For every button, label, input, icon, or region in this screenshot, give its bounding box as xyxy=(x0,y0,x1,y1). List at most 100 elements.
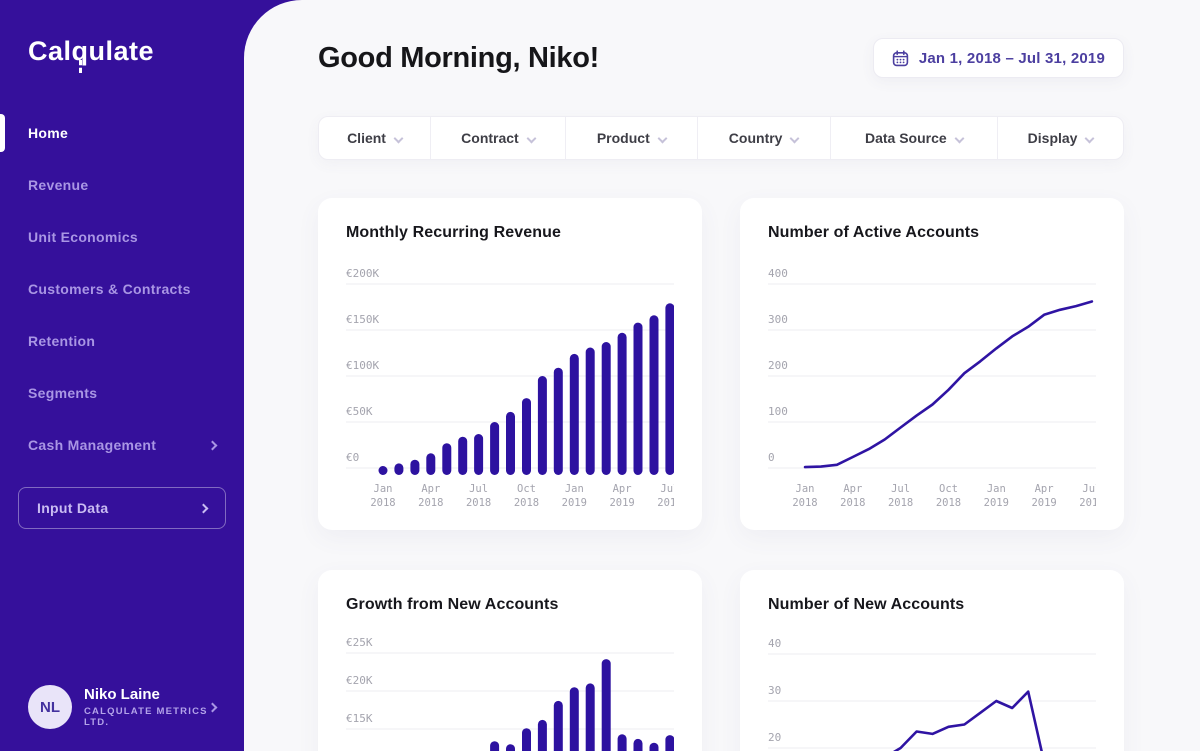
svg-text:2019: 2019 xyxy=(1031,497,1056,509)
avatar: NL xyxy=(28,685,72,729)
svg-text:Jul: Jul xyxy=(660,483,674,495)
svg-text:2018: 2018 xyxy=(792,497,817,509)
svg-text:2018: 2018 xyxy=(370,497,395,509)
logo: Calqulate xyxy=(0,0,244,67)
date-range-button[interactable]: Jan 1, 2018 – Jul 31, 2019 xyxy=(872,38,1124,78)
svg-text:Apr: Apr xyxy=(1035,483,1054,495)
filter-country[interactable]: Country xyxy=(696,117,830,159)
svg-text:€150K: €150K xyxy=(346,313,379,326)
growth-bar-chart: €25K€20K€15K€10K€5K€0Jan2018Apr2018Jul20… xyxy=(346,623,675,751)
svg-text:30: 30 xyxy=(768,684,781,697)
svg-text:Apr: Apr xyxy=(421,483,440,495)
svg-text:€20K: €20K xyxy=(346,674,373,687)
chevron-down-icon xyxy=(954,133,965,143)
filter-label: Product xyxy=(596,130,650,146)
svg-text:Jul: Jul xyxy=(469,483,488,495)
sidebar-item-segments[interactable]: Segments xyxy=(0,367,244,419)
filter-label: Data Source xyxy=(864,130,947,146)
filter-label: Display xyxy=(1027,130,1078,146)
filter-label: Country xyxy=(728,130,783,146)
svg-text:€0: €0 xyxy=(346,451,359,464)
svg-text:Apr: Apr xyxy=(613,483,632,495)
filter-display[interactable]: Display xyxy=(997,117,1123,159)
mrr-bar-chart: €200K €150K €100K €50K €0 Jan 2018 Apr 2018 Jul 20… xyxy=(346,251,683,518)
chart-title: Number of Active Accounts xyxy=(768,224,980,241)
chart-title: Monthly Recurring Revenue xyxy=(346,224,561,241)
svg-text:Jul: Jul xyxy=(891,483,910,495)
main-panel: Good Morning, Niko! Jan 1, 2018 – Jul 31… xyxy=(244,0,1200,751)
card-new-accounts: Number of New Accounts 403020100Jan2018A… xyxy=(740,570,1124,751)
filter-label: Client xyxy=(347,130,386,146)
chevron-down-icon xyxy=(657,133,668,143)
chart-title: Number of New Accounts xyxy=(768,596,965,613)
svg-text:Oct: Oct xyxy=(939,483,958,495)
filter-bar: Client Contract Product Country Data Sou… xyxy=(318,116,1124,160)
date-range-label: Jan 1, 2018 – Jul 31, 2019 xyxy=(918,49,1105,67)
svg-text:2018: 2018 xyxy=(466,497,491,509)
input-data-label: Input Data xyxy=(37,500,109,516)
svg-text:2018: 2018 xyxy=(888,497,913,509)
svg-text:200: 200 xyxy=(768,359,788,372)
filter-data-source[interactable]: Data Source xyxy=(829,117,998,159)
svg-text:€50K: €50K xyxy=(346,405,373,418)
input-data-button[interactable]: Input Data xyxy=(18,487,226,529)
svg-text:2019: 2019 xyxy=(1079,497,1096,509)
new-accounts-line-chart: 403020100Jan2018Apr2018Jul2018Oct2018Jan… xyxy=(768,623,1096,751)
profile-name: Niko Laine xyxy=(84,686,160,703)
svg-text:300: 300 xyxy=(768,313,788,326)
svg-text:2018: 2018 xyxy=(418,497,443,509)
filter-contract[interactable]: Contract xyxy=(430,117,565,159)
sidebar-item-retention[interactable]: Retention xyxy=(0,315,244,367)
header: Good Morning, Niko! Jan 1, 2018 – Jul 31… xyxy=(318,36,1124,80)
svg-text:2019: 2019 xyxy=(984,497,1009,509)
svg-text:2018: 2018 xyxy=(514,497,539,509)
sidebar-item-label: Segments xyxy=(28,385,98,401)
filter-product[interactable]: Product xyxy=(564,117,697,159)
svg-text:40: 40 xyxy=(768,637,781,650)
filter-client[interactable]: Client xyxy=(319,117,430,159)
chevron-down-icon xyxy=(790,133,800,143)
card-growth-new-accounts: Growth from New Accounts €25K€20K€15K€10… xyxy=(318,570,702,751)
sidebar-item-customers-contracts[interactable]: Customers & Contracts xyxy=(0,263,244,315)
chart-grid: Monthly Recurring Revenue €200K €150K €100… xyxy=(318,198,1124,751)
sidebar-item-label: Unit Economics xyxy=(28,229,138,245)
calendar-icon xyxy=(892,49,909,66)
svg-text:Jan: Jan xyxy=(565,483,584,495)
svg-text:2018: 2018 xyxy=(936,497,961,509)
sidebar-item-label: Customers & Contracts xyxy=(28,281,191,297)
svg-text:0: 0 xyxy=(768,451,775,464)
svg-text:Apr: Apr xyxy=(843,483,862,495)
svg-text:Oct: Oct xyxy=(517,483,536,495)
sidebar-item-label: Retention xyxy=(28,333,96,349)
sidebar-item-home[interactable]: Home xyxy=(0,107,244,159)
profile-button[interactable]: NL Niko Laine CALQULATE METRICS LTD. xyxy=(0,679,244,735)
svg-text:€200K: €200K xyxy=(346,267,379,280)
sidebar-item-unit-economics[interactable]: Unit Economics xyxy=(0,211,244,263)
sidebar-item-label: Revenue xyxy=(28,177,89,193)
sidebar: Calqulate Home Revenue Unit Economics Cu… xyxy=(0,0,244,751)
svg-text:Jan: Jan xyxy=(374,483,393,495)
svg-text:20: 20 xyxy=(768,731,781,744)
svg-text:100: 100 xyxy=(768,405,788,418)
sidebar-item-label: Home xyxy=(28,125,69,141)
card-monthly-recurring-revenue: Monthly Recurring Revenue €200K €150K €100… xyxy=(318,198,702,530)
chevron-right-icon xyxy=(207,702,218,712)
svg-text:2018: 2018 xyxy=(840,497,865,509)
chevron-down-icon xyxy=(1085,133,1095,143)
svg-text:2019: 2019 xyxy=(657,497,674,509)
svg-text:Jan: Jan xyxy=(796,483,815,495)
profile-company: CALQULATE METRICS LTD. xyxy=(84,706,208,728)
svg-text:2019: 2019 xyxy=(609,497,634,509)
chart-title: Growth from New Accounts xyxy=(346,596,559,613)
svg-text:€100K: €100K xyxy=(346,359,379,372)
sidebar-item-revenue[interactable]: Revenue xyxy=(0,159,244,211)
sidebar-nav: Home Revenue Unit Economics Customers & … xyxy=(0,107,244,471)
svg-text:400: 400 xyxy=(768,267,788,280)
chevron-down-icon xyxy=(526,133,537,143)
card-active-accounts: Number of Active Accounts 400 300 200 100 0 J… xyxy=(740,198,1124,530)
svg-text:Jul: Jul xyxy=(1082,483,1096,495)
chevron-right-icon xyxy=(198,503,209,513)
page-title: Good Morning, Niko! xyxy=(318,41,600,74)
chevron-right-icon xyxy=(207,440,218,450)
sidebar-item-cash-management[interactable]: Cash Management xyxy=(0,419,244,471)
